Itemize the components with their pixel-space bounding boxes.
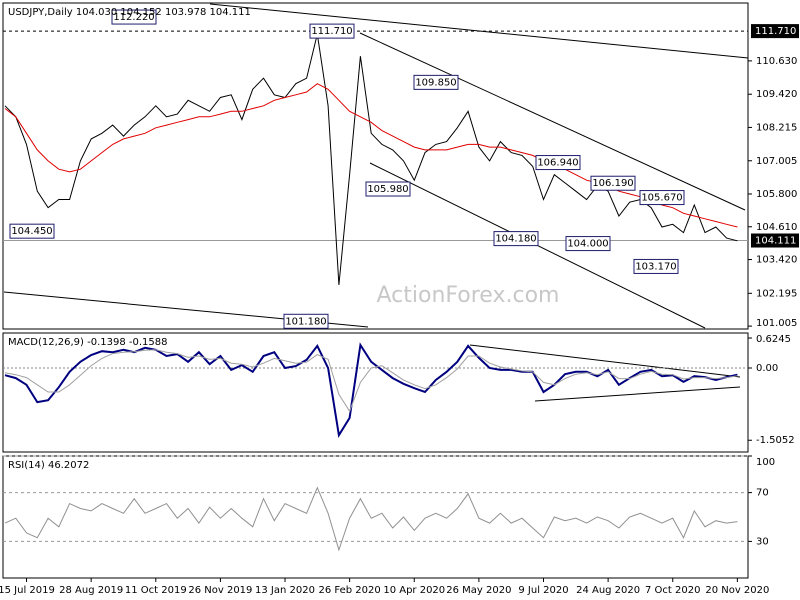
panel-title: RSI(14) 46.2072 — [8, 460, 89, 471]
series-line — [4, 33, 738, 285]
annotation-label: 106.940 — [537, 158, 578, 169]
series-line — [4, 342, 738, 439]
y-tick-label: 104.610 — [756, 222, 797, 233]
x-tick-label: 9 Jul 2020 — [518, 585, 568, 596]
annotation-label: 104.000 — [567, 239, 608, 250]
annotation-box — [590, 175, 636, 191]
y-tick-label: 0.00 — [756, 363, 778, 374]
x-tick-label: 15 Jul 2019 — [0, 585, 55, 596]
y-tick-label: 109.420 — [756, 89, 797, 100]
annotation-box — [9, 223, 55, 239]
y-tick-label: 101.005 — [756, 318, 797, 329]
annotation-label: 109.850 — [415, 77, 456, 88]
annotation-box — [639, 190, 685, 206]
annotation-label: 105.670 — [641, 193, 682, 204]
annotation-box — [565, 236, 611, 252]
trendline — [534, 386, 741, 402]
trendline — [469, 344, 741, 378]
x-tick-label: 26 Feb 2020 — [319, 585, 381, 596]
y-tick-label: 0.6245 — [756, 334, 791, 345]
level-box — [751, 24, 799, 39]
annotation-box — [111, 9, 157, 25]
annotation-box — [365, 181, 411, 197]
x-tick-label: 24 Aug 2020 — [576, 585, 640, 596]
x-tick-label: 20 Nov 2020 — [705, 585, 769, 596]
y-tick-label: -1.5052 — [756, 435, 795, 446]
y-tick-label: 110.630 — [756, 56, 797, 67]
annotation-box — [633, 258, 679, 274]
annotation-box — [283, 313, 329, 329]
y-tick-label: 107.005 — [756, 156, 797, 167]
annotation-label: 104.180 — [495, 234, 536, 245]
y-tick-label: 108.215 — [756, 122, 797, 133]
x-tick-label: 7 Oct 2020 — [645, 585, 700, 596]
annotation-label: 111.710 — [311, 26, 352, 37]
panel-title: MACD(12,26,9) -0.1398 -0.1588 — [8, 337, 168, 348]
x-tick-label: 10 Apr 2020 — [383, 585, 445, 596]
y-tick-label: 70 — [756, 488, 769, 499]
level-box — [751, 233, 799, 248]
y-tick-label: 100 — [756, 457, 775, 468]
series-line — [4, 486, 738, 552]
series-line — [4, 349, 738, 413]
y-tick-label: 105.800 — [756, 189, 797, 200]
annotation-label: 101.180 — [285, 316, 326, 327]
y-tick-label: 103.420 — [756, 255, 797, 266]
x-tick-label: 26 Nov 2019 — [188, 585, 252, 596]
annotation-box — [309, 23, 355, 39]
annotation-label: 105.980 — [367, 184, 408, 195]
annotation-label: 104.450 — [11, 226, 52, 237]
annotation-box — [493, 231, 539, 247]
panel-title: USDJPY,Daily 104.030 104.152 103.978 104… — [8, 7, 251, 18]
annotation-label: 103.170 — [635, 261, 676, 272]
trendline — [359, 32, 746, 211]
x-tick-label: 28 Aug 2019 — [59, 585, 123, 596]
y-tick-label: 102.195 — [756, 288, 797, 299]
x-tick-label: 11 Oct 2019 — [125, 585, 187, 596]
x-tick-label: 13 Jan 2020 — [255, 585, 315, 596]
panel-frame — [2, 332, 749, 453]
level-label: 104.111 — [755, 236, 796, 247]
annotation-label: 112.220 — [113, 12, 154, 23]
y-tick-label: 30 — [756, 536, 769, 547]
annotation-box — [535, 155, 581, 171]
annotation-label: 106.190 — [592, 178, 633, 189]
panel-frame — [2, 2, 749, 330]
annotation-box — [413, 74, 459, 90]
level-label: 111.710 — [755, 26, 796, 37]
x-tick-label: 26 May 2020 — [446, 585, 511, 596]
watermark: ActionForex.com — [377, 283, 560, 308]
